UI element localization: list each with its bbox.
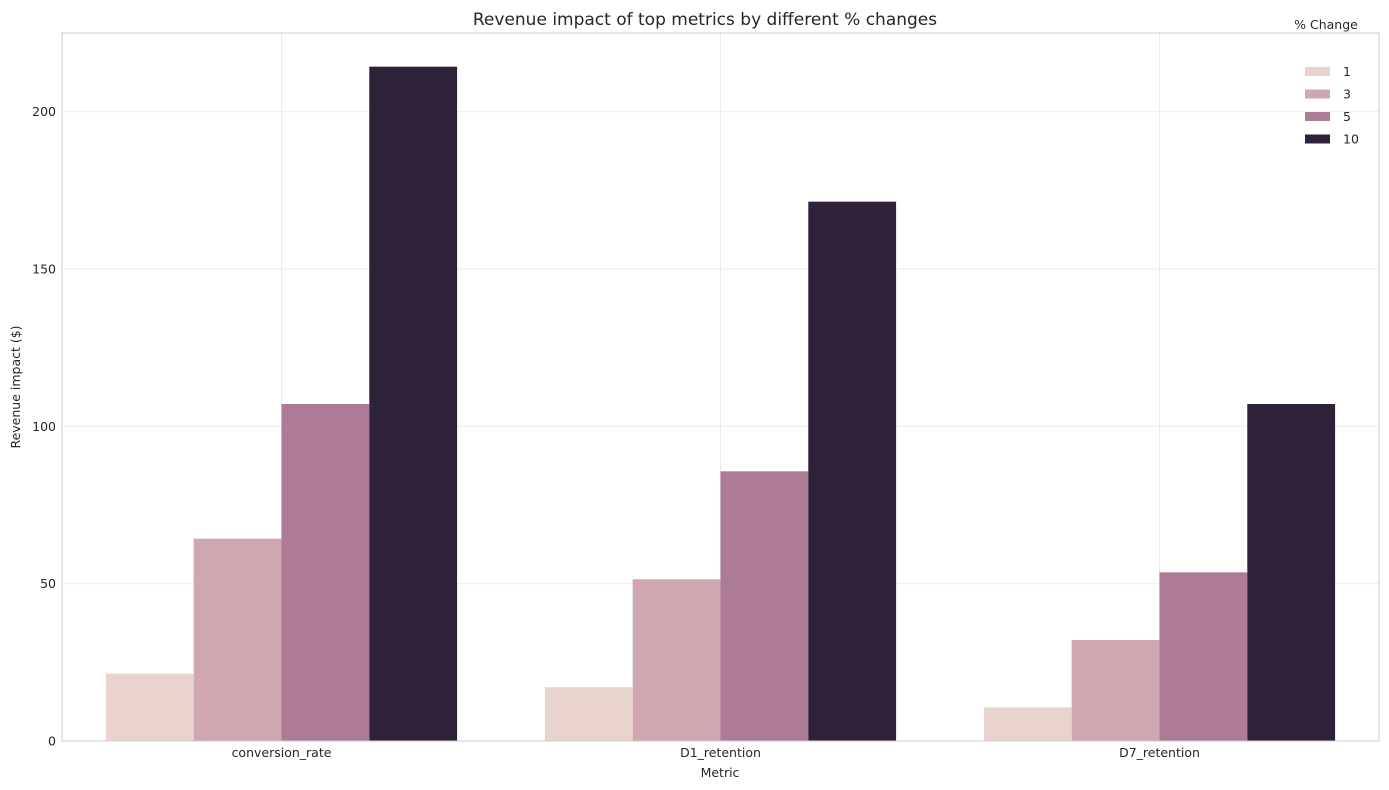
y-tick-label: 0	[48, 734, 56, 749]
legend-swatch-1	[1305, 67, 1330, 76]
y-tick-label: 150	[32, 262, 56, 277]
legend-label-10: 10	[1343, 132, 1359, 147]
bar-D7_retention-10	[1247, 403, 1336, 741]
y-axis-label: Revenue impact ($)	[8, 325, 23, 448]
bar-D1_retention-5	[720, 471, 809, 741]
y-axis-ticks: 0 50 100 150 200	[32, 104, 56, 748]
y-tick-label: 100	[32, 419, 56, 434]
bar-D1_retention-3	[632, 579, 721, 741]
plot-frame	[61, 32, 1380, 742]
chart-title: Revenue impact of top metrics by differe…	[473, 10, 937, 30]
x-tick-label: conversion_rate	[232, 745, 332, 760]
legend-label-3: 3	[1343, 87, 1351, 102]
bar-D7_retention-3	[1071, 639, 1160, 741]
x-tick-label: D7_retention	[1119, 745, 1200, 760]
y-tick-label: 50	[40, 576, 56, 591]
bar-D1_retention-10	[808, 201, 897, 742]
x-axis-ticks: conversion_rate D1_retention D7_retention	[232, 745, 1200, 760]
bar-D7_retention-1	[983, 707, 1072, 741]
bar-conversion_rate-10	[369, 66, 458, 742]
x-tick-label: D1_retention	[680, 745, 761, 760]
legend-swatch-5	[1305, 112, 1330, 121]
bars	[105, 66, 1336, 742]
bar-D1_retention-1	[544, 687, 633, 741]
bar-conversion_rate-3	[193, 538, 282, 741]
legend-title: % Change	[1294, 17, 1358, 32]
legend-label-5: 5	[1343, 109, 1351, 124]
bar-D7_retention-5	[1159, 572, 1248, 741]
legend: % Change 1 3 5 10	[1294, 17, 1359, 147]
bar-conversion_rate-1	[105, 673, 194, 741]
legend-label-1: 1	[1343, 64, 1351, 79]
y-tick-label: 200	[32, 104, 56, 119]
legend-swatch-3	[1305, 89, 1330, 99]
bar-conversion_rate-5	[281, 403, 370, 741]
legend-swatch-10	[1305, 134, 1330, 144]
x-axis-label: Metric	[701, 765, 740, 780]
